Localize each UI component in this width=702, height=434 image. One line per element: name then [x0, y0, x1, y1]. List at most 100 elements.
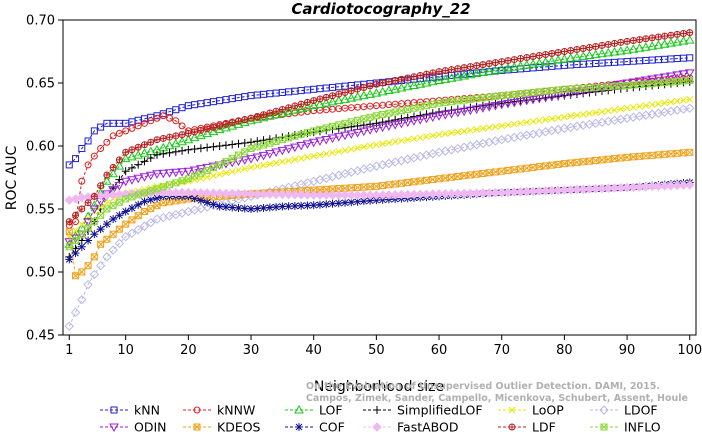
data-point [517, 165, 525, 173]
data-point [496, 100, 507, 110]
data-point [352, 129, 363, 138]
data-point [346, 190, 357, 200]
data-point [623, 104, 631, 112]
x-tick-label: 80 [556, 343, 573, 358]
data-point [260, 111, 268, 119]
data-point [247, 164, 255, 171]
data-point [415, 189, 425, 199]
data-point [341, 88, 349, 96]
data-point [70, 307, 81, 318]
data-point [446, 109, 457, 119]
data-point [396, 155, 407, 166]
data-point [259, 136, 268, 145]
data-point [404, 74, 412, 82]
data-point [603, 47, 614, 57]
data-point [471, 68, 482, 78]
data-point [120, 177, 131, 187]
data-point [434, 189, 444, 199]
data-point [235, 166, 242, 174]
data-point [560, 48, 568, 55]
data-point [72, 211, 80, 219]
data-point [523, 118, 531, 126]
data-point [210, 172, 217, 180]
legend-item-odin: ODIN [100, 420, 167, 434]
data-point [597, 48, 607, 58]
data-point [316, 151, 324, 159]
data-point [139, 148, 150, 157]
data-point [97, 240, 105, 248]
data-point [504, 121, 512, 129]
data-point [334, 190, 344, 200]
data-point [310, 152, 318, 160]
data-point [429, 132, 437, 140]
data-point [686, 76, 694, 84]
data-point [673, 97, 681, 105]
data-point [446, 188, 457, 199]
data-point [427, 113, 438, 123]
data-point [509, 98, 520, 108]
data-point [377, 123, 388, 133]
data-point [83, 218, 93, 227]
legend-label: SimplifiedLOF [397, 403, 483, 418]
data-point [404, 136, 412, 144]
chart-title: Cardiotocography_22 [291, 0, 470, 18]
data-point [84, 161, 92, 169]
data-point [634, 43, 645, 52]
data-point [360, 115, 368, 123]
data-point [221, 141, 230, 150]
data-point [686, 54, 694, 62]
data-point [615, 46, 626, 55]
data-point [183, 134, 194, 144]
data-point [372, 119, 381, 128]
data-point [673, 149, 681, 157]
x-tick-label: 20 [180, 343, 197, 358]
data-point [346, 93, 357, 102]
data-point [567, 46, 575, 54]
watermark-line-1: Campos, Zimek, Sander, Campello, Micenko… [306, 393, 688, 404]
data-point [521, 96, 532, 106]
data-point [203, 143, 212, 152]
data-point [334, 199, 343, 208]
data-point [335, 148, 343, 155]
data-point [379, 140, 386, 148]
data-point [128, 146, 136, 154]
data-point [611, 106, 618, 114]
data-point [528, 59, 538, 68]
data-point [358, 127, 369, 137]
data-point [120, 232, 131, 242]
data-point [409, 189, 419, 200]
x-tick-label: 30 [243, 343, 260, 358]
data-point [484, 188, 494, 198]
data-point [573, 45, 581, 53]
data-point [503, 99, 513, 109]
data-point [548, 50, 556, 58]
data-point [321, 190, 331, 200]
data-point [485, 60, 493, 68]
data-point [253, 162, 261, 170]
data-point [120, 153, 131, 163]
data-point [302, 102, 313, 111]
data-point [465, 188, 476, 198]
data-point [567, 112, 575, 120]
data-point [302, 190, 313, 200]
data-point [240, 204, 249, 213]
y-tick-label: 0.50 [26, 266, 55, 281]
data-point [540, 57, 551, 66]
data-point [291, 102, 299, 110]
data-point [84, 224, 92, 232]
data-point [140, 208, 148, 216]
data-point [97, 203, 104, 211]
legend-item-lof: LOF [285, 403, 343, 418]
data-point [303, 98, 311, 106]
data-point [459, 188, 469, 199]
data-point [460, 96, 468, 104]
x-tick-label: 90 [619, 343, 636, 358]
data-point [78, 220, 86, 228]
legend-swatch-marker [372, 422, 382, 432]
data-point [72, 272, 80, 280]
data-point [565, 89, 576, 99]
data-point [139, 221, 150, 231]
data-point [459, 107, 469, 117]
data-point [434, 112, 444, 121]
